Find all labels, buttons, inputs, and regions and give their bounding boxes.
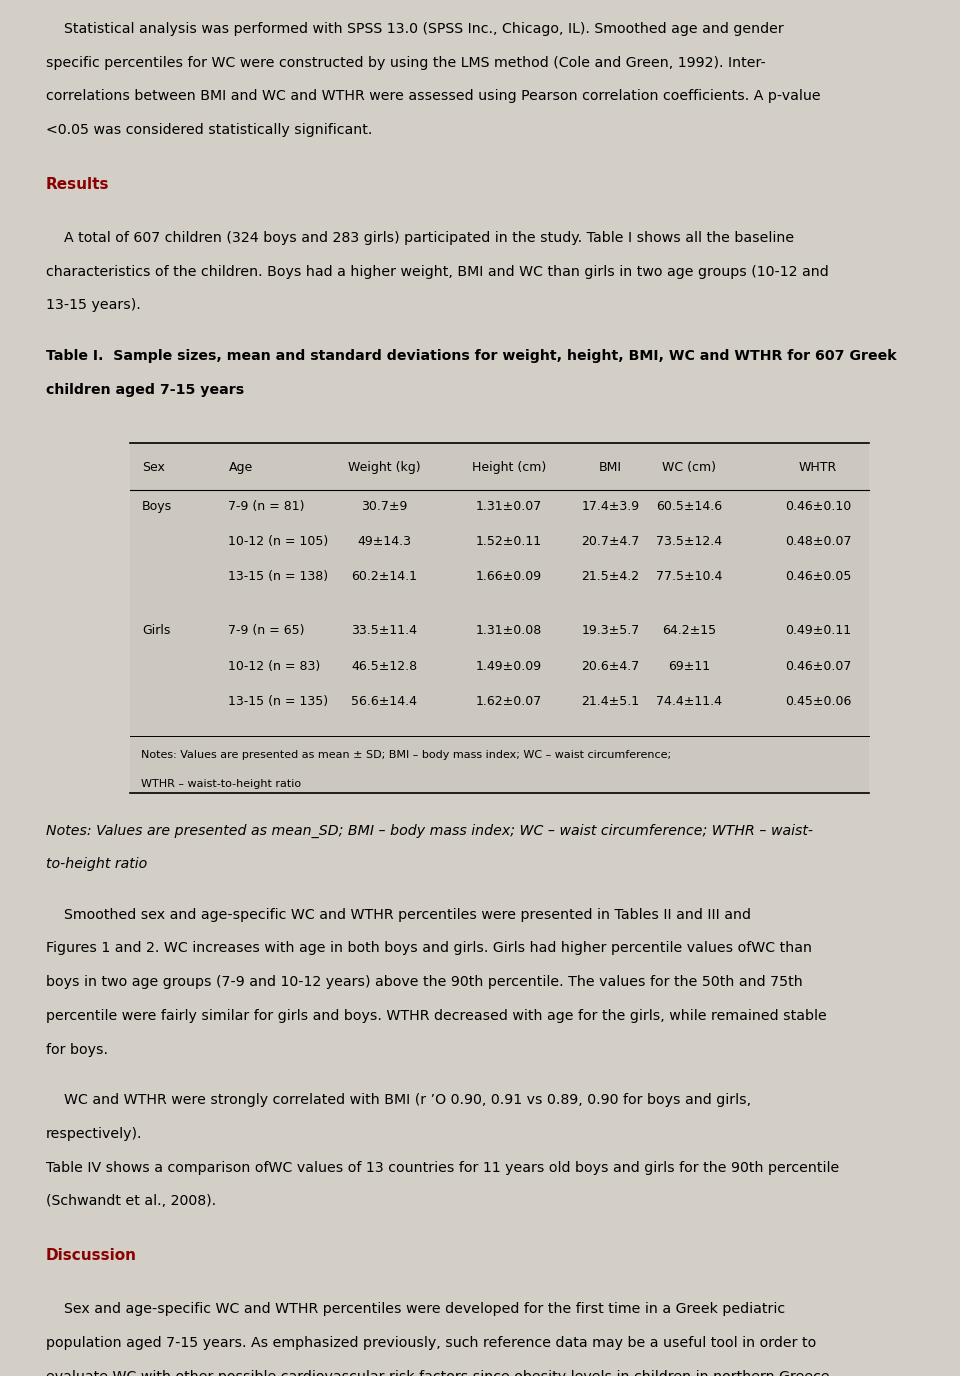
Text: 7-9 (n = 81): 7-9 (n = 81) — [228, 499, 305, 513]
Text: 1.49±0.09: 1.49±0.09 — [476, 659, 541, 673]
Text: Sex and age-specific WC and WTHR percentiles were developed for the first time i: Sex and age-specific WC and WTHR percent… — [46, 1302, 785, 1317]
Text: 0.46±0.10: 0.46±0.10 — [784, 499, 852, 513]
Text: 60.2±14.1: 60.2±14.1 — [351, 571, 417, 583]
Text: <0.05 was considered statistically significant.: <0.05 was considered statistically signi… — [46, 122, 372, 138]
Text: 13-15 (n = 135): 13-15 (n = 135) — [228, 695, 328, 709]
Text: 21.4±5.1: 21.4±5.1 — [582, 695, 639, 709]
Text: 30.7±9: 30.7±9 — [361, 499, 407, 513]
Text: 1.62±0.07: 1.62±0.07 — [475, 695, 542, 709]
Text: 74.4±11.4: 74.4±11.4 — [657, 695, 722, 709]
Text: 0.46±0.05: 0.46±0.05 — [784, 571, 852, 583]
Text: 20.6±4.7: 20.6±4.7 — [582, 659, 639, 673]
Text: 1.31±0.07: 1.31±0.07 — [475, 499, 542, 513]
Text: Boys: Boys — [142, 499, 172, 513]
Text: WTHR – waist-to-height ratio: WTHR – waist-to-height ratio — [141, 779, 301, 790]
Text: children aged 7-15 years: children aged 7-15 years — [46, 383, 244, 396]
Text: WHTR: WHTR — [799, 461, 837, 475]
Text: Notes: Values are presented as mean_SD; BMI – body mass index; WC – waist circum: Notes: Values are presented as mean_SD; … — [46, 823, 813, 838]
Text: Age: Age — [228, 461, 252, 475]
Text: Table I.  Sample sizes, mean and standard deviations for weight, height, BMI, WC: Table I. Sample sizes, mean and standard… — [46, 350, 897, 363]
Text: WC and WTHR were strongly correlated with BMI (r ’O 0.90, 0.91 vs 0.89, 0.90 for: WC and WTHR were strongly correlated wit… — [46, 1093, 752, 1108]
Text: 10-12 (n = 105): 10-12 (n = 105) — [228, 535, 328, 548]
Text: 69±11: 69±11 — [668, 659, 710, 673]
Text: Table IV shows a comparison ofWC values of 13 countries for 11 years old boys an: Table IV shows a comparison ofWC values … — [46, 1160, 839, 1175]
Text: for boys.: for boys. — [46, 1043, 108, 1057]
Text: Notes: Values are presented as mean ± SD; BMI – body mass index; WC – waist circ: Notes: Values are presented as mean ± SD… — [141, 750, 671, 760]
Text: to-height ratio: to-height ratio — [46, 857, 147, 871]
Text: Discussion: Discussion — [46, 1248, 137, 1263]
Text: 73.5±12.4: 73.5±12.4 — [657, 535, 722, 548]
Text: 46.5±12.8: 46.5±12.8 — [351, 659, 417, 673]
Text: A total of 607 children (324 boys and 283 girls) participated in the study. Tabl: A total of 607 children (324 boys and 28… — [46, 231, 794, 245]
Text: Results: Results — [46, 178, 109, 193]
Text: 19.3±5.7: 19.3±5.7 — [582, 625, 639, 637]
Text: percentile were fairly similar for girls and boys. WTHR decreased with age for t: percentile were fairly similar for girls… — [46, 1009, 827, 1022]
Text: characteristics of the children. Boys had a higher weight, BMI and WC than girls: characteristics of the children. Boys ha… — [46, 264, 828, 279]
Text: 13-15 years).: 13-15 years). — [46, 299, 141, 312]
Text: 1.31±0.08: 1.31±0.08 — [475, 625, 542, 637]
Text: 1.66±0.09: 1.66±0.09 — [476, 571, 541, 583]
Text: Statistical analysis was performed with SPSS 13.0 (SPSS Inc., Chicago, IL). Smoo: Statistical analysis was performed with … — [46, 22, 783, 36]
Text: 13-15 (n = 138): 13-15 (n = 138) — [228, 571, 328, 583]
Text: Sex: Sex — [142, 461, 165, 475]
Text: Weight (kg): Weight (kg) — [348, 461, 420, 475]
Text: Smoothed sex and age-specific WC and WTHR percentiles were presented in Tables I: Smoothed sex and age-specific WC and WTH… — [46, 908, 751, 922]
Text: 64.2±15: 64.2±15 — [662, 625, 716, 637]
Text: 10-12 (n = 83): 10-12 (n = 83) — [228, 659, 321, 673]
Text: specific percentiles for WC were constructed by using the LMS method (Cole and G: specific percentiles for WC were constru… — [46, 56, 766, 70]
Text: 20.7±4.7: 20.7±4.7 — [582, 535, 639, 548]
Text: 56.6±14.4: 56.6±14.4 — [351, 695, 417, 709]
Text: Height (cm): Height (cm) — [471, 461, 546, 475]
Text: 0.46±0.07: 0.46±0.07 — [784, 659, 852, 673]
Text: evaluate WC with other possible cardiovascular risk factors since obesity levels: evaluate WC with other possible cardiova… — [46, 1369, 829, 1376]
Text: 0.49±0.11: 0.49±0.11 — [785, 625, 851, 637]
Text: 60.5±14.6: 60.5±14.6 — [657, 499, 722, 513]
Text: 33.5±11.4: 33.5±11.4 — [351, 625, 417, 637]
Text: 1.52±0.11: 1.52±0.11 — [476, 535, 541, 548]
Text: BMI: BMI — [599, 461, 622, 475]
Text: 77.5±10.4: 77.5±10.4 — [656, 571, 723, 583]
Text: 21.5±4.2: 21.5±4.2 — [582, 571, 639, 583]
Text: 7-9 (n = 65): 7-9 (n = 65) — [228, 625, 305, 637]
Text: (Schwandt et al., 2008).: (Schwandt et al., 2008). — [46, 1194, 216, 1208]
Text: boys in two age groups (7-9 and 10-12 years) above the 90th percentile. The valu: boys in two age groups (7-9 and 10-12 ye… — [46, 976, 803, 989]
Bar — [130, 443, 869, 793]
Text: WC (cm): WC (cm) — [662, 461, 716, 475]
Text: Girls: Girls — [142, 625, 171, 637]
Text: Figures 1 and 2. WC increases with age in both boys and girls. Girls had higher : Figures 1 and 2. WC increases with age i… — [46, 941, 812, 955]
Text: 49±14.3: 49±14.3 — [357, 535, 411, 548]
Text: correlations between BMI and WC and WTHR were assessed using Pearson correlation: correlations between BMI and WC and WTHR… — [46, 89, 821, 103]
Text: respectively).: respectively). — [46, 1127, 143, 1141]
Text: 17.4±3.9: 17.4±3.9 — [582, 499, 639, 513]
Text: 0.48±0.07: 0.48±0.07 — [784, 535, 852, 548]
Text: 0.45±0.06: 0.45±0.06 — [784, 695, 852, 709]
Text: population aged 7-15 years. As emphasized previously, such reference data may be: population aged 7-15 years. As emphasize… — [46, 1336, 816, 1350]
